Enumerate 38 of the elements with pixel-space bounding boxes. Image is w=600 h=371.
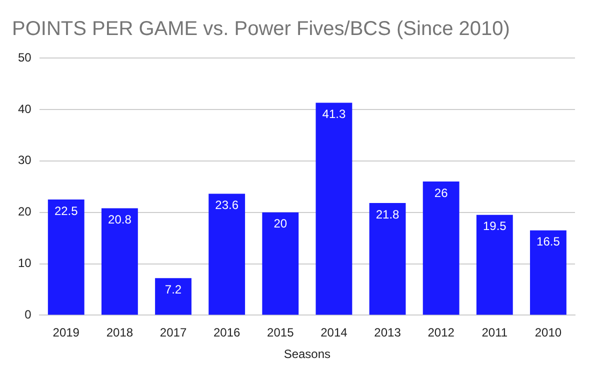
x-tick-label: 2011 bbox=[482, 326, 508, 340]
data-label: 20.8 bbox=[108, 212, 132, 227]
x-tick-label: 2014 bbox=[320, 326, 348, 340]
data-label: 23.6 bbox=[215, 198, 239, 212]
data-label: 22.5 bbox=[54, 204, 78, 218]
bar bbox=[262, 212, 299, 315]
x-tick-label: 2017 bbox=[160, 326, 187, 340]
data-label: 16.5 bbox=[536, 234, 560, 249]
bar bbox=[476, 214, 513, 315]
y-tick-label: 20 bbox=[18, 204, 32, 219]
x-tick-label: 2018 bbox=[106, 326, 134, 340]
bar bbox=[48, 199, 84, 315]
bar bbox=[208, 194, 246, 315]
data-label: 41.3 bbox=[322, 107, 346, 122]
y-tick-label: 40 bbox=[18, 102, 32, 116]
x-tick-label: 2016 bbox=[213, 326, 240, 340]
x-tick-label: 2019 bbox=[52, 326, 80, 340]
chart-title: POINTS PER GAME vs. Power Fives/BCS (Since 2010) bbox=[12, 18, 510, 41]
bar bbox=[369, 203, 406, 315]
data-label: 19.5 bbox=[482, 219, 507, 234]
data-label: 21.8 bbox=[376, 207, 400, 222]
x-axis-title: Seasons bbox=[284, 347, 331, 362]
bar bbox=[530, 230, 566, 315]
data-label: 7.2 bbox=[164, 282, 182, 296]
x-tick-label: 2013 bbox=[374, 326, 402, 340]
data-label: 26 bbox=[434, 186, 448, 200]
x-tick-label: 2012 bbox=[428, 326, 455, 340]
x-tick-label: 2015 bbox=[267, 326, 294, 340]
x-tick-label: 2010 bbox=[534, 326, 562, 340]
y-tick-label: 50 bbox=[18, 50, 32, 64]
bar bbox=[101, 208, 138, 315]
bar bbox=[316, 102, 352, 315]
bar bbox=[422, 181, 460, 315]
y-tick-label: 30 bbox=[18, 153, 32, 168]
data-label: 20 bbox=[274, 216, 288, 231]
y-tick-label: 0 bbox=[24, 308, 32, 322]
y-tick-label: 10 bbox=[18, 256, 32, 270]
bar bbox=[155, 278, 192, 315]
